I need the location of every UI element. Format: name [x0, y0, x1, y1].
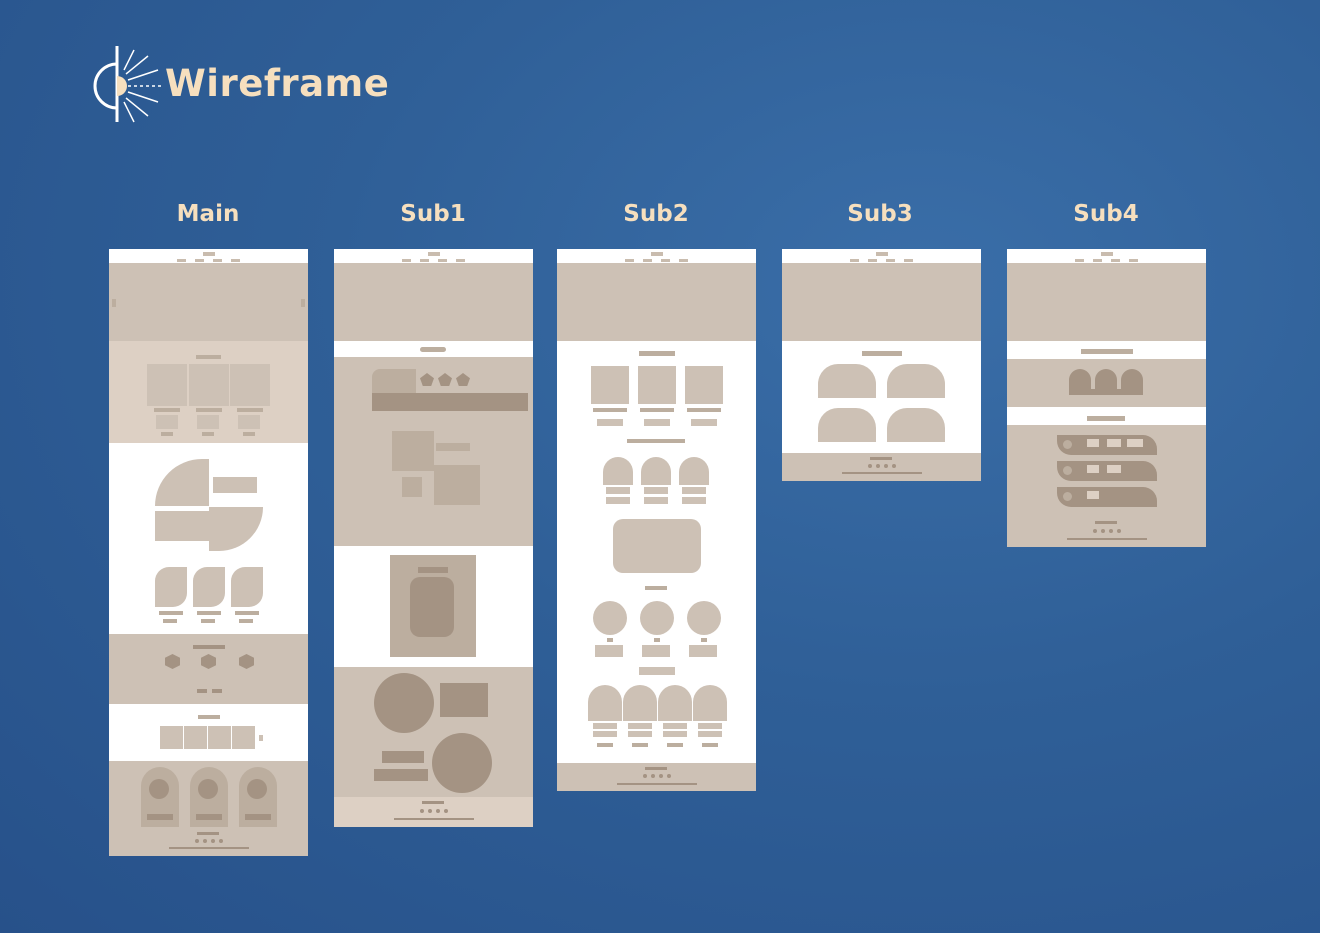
column-label-sub3: Sub3 [847, 201, 913, 227]
column-label-sub4: Sub4 [1073, 201, 1139, 227]
wireframe-sub1[interactable] [334, 249, 533, 827]
sun-half-logo-icon [93, 46, 162, 123]
column-label-main: Main [176, 201, 240, 227]
wireframe-sub4[interactable] [1007, 249, 1206, 547]
wireframe-sub3[interactable] [782, 249, 981, 481]
column-label-sub1: Sub1 [400, 201, 466, 227]
wireframe-main[interactable] [109, 249, 308, 856]
page-title: Wireframe [165, 62, 390, 105]
column-label-sub2: Sub2 [623, 201, 689, 227]
wireframe-sub2[interactable] [557, 249, 756, 791]
